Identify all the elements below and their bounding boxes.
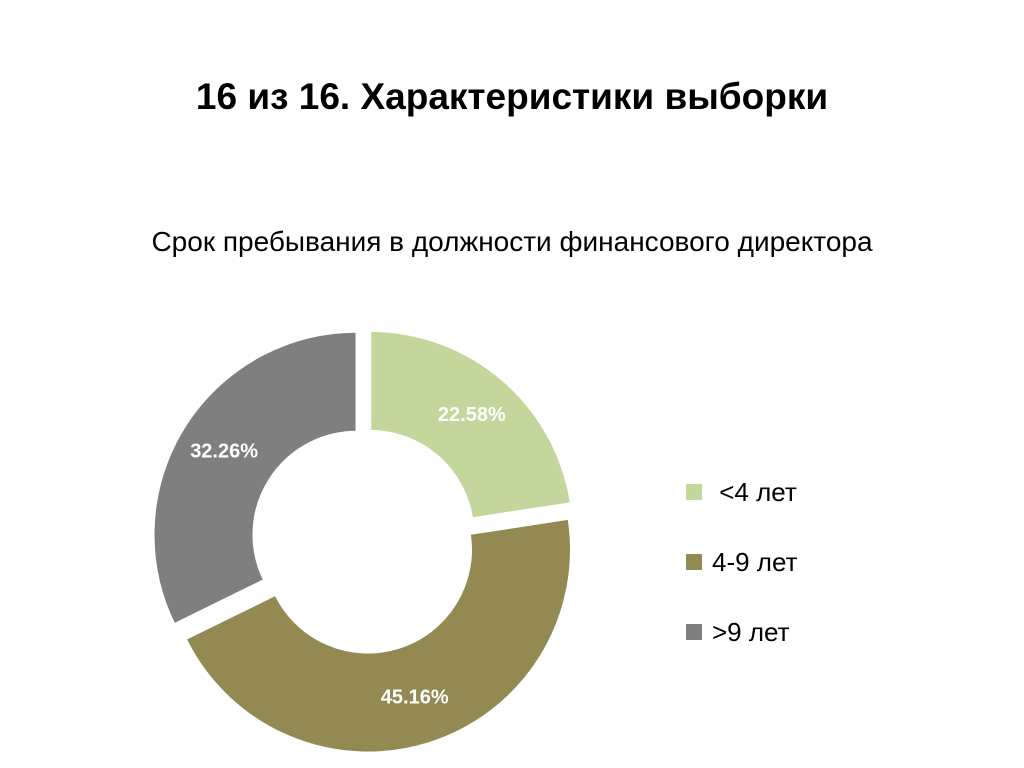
legend-swatch <box>686 484 702 500</box>
data-label: 32.26% <box>190 440 258 462</box>
legend-item: >9 лет <box>686 610 926 680</box>
data-label: 45.16% <box>381 687 449 709</box>
legend-item: <4 лет <box>686 470 926 540</box>
legend: <4 лет 4-9 лет >9 лет <box>686 470 926 680</box>
donut-slice <box>152 330 358 626</box>
chart-title: Срок пребывания в должности финансового … <box>151 226 873 257</box>
data-label: 22.58% <box>438 404 506 426</box>
donut-slice <box>184 517 572 754</box>
legend-swatch <box>686 624 702 640</box>
legend-label: >9 лет <box>712 617 790 647</box>
donut-slice <box>369 329 573 520</box>
legend-swatch <box>686 554 702 570</box>
slide-title: 16 из 16. Характеристики выборки <box>195 76 829 117</box>
legend-label: 4-9 лет <box>712 547 798 577</box>
legend-label: <4 лет <box>712 477 797 507</box>
legend-item: 4-9 лет <box>686 540 926 610</box>
